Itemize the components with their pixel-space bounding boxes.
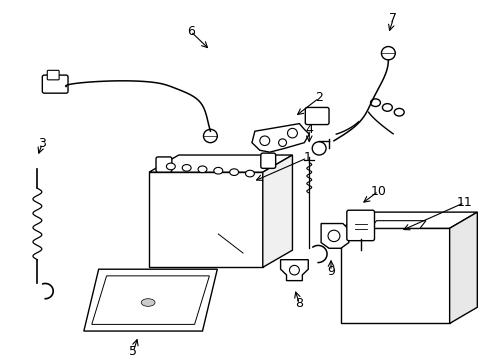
Polygon shape — [340, 228, 449, 323]
Text: 9: 9 — [326, 265, 334, 278]
Text: 1: 1 — [303, 151, 310, 165]
Ellipse shape — [198, 166, 206, 173]
FancyBboxPatch shape — [305, 107, 328, 125]
FancyBboxPatch shape — [42, 75, 68, 93]
Ellipse shape — [370, 99, 380, 107]
Text: 10: 10 — [370, 185, 386, 198]
Text: 7: 7 — [388, 13, 396, 26]
Polygon shape — [340, 212, 476, 228]
Text: 4: 4 — [305, 123, 312, 136]
Ellipse shape — [393, 108, 404, 116]
Text: 3: 3 — [38, 137, 46, 150]
FancyBboxPatch shape — [156, 157, 171, 172]
Text: 6: 6 — [186, 25, 194, 38]
Polygon shape — [149, 155, 292, 172]
FancyBboxPatch shape — [260, 153, 275, 168]
Ellipse shape — [229, 169, 238, 175]
Polygon shape — [262, 155, 292, 267]
Polygon shape — [149, 172, 262, 267]
Text: 11: 11 — [456, 196, 471, 209]
Polygon shape — [321, 224, 348, 248]
Polygon shape — [280, 260, 307, 281]
FancyBboxPatch shape — [346, 210, 374, 241]
Ellipse shape — [141, 299, 155, 306]
Polygon shape — [251, 123, 308, 152]
Ellipse shape — [166, 163, 175, 170]
Ellipse shape — [245, 170, 254, 177]
Polygon shape — [370, 221, 425, 228]
Text: 5: 5 — [129, 346, 137, 359]
Ellipse shape — [213, 167, 223, 174]
Ellipse shape — [382, 104, 391, 111]
FancyBboxPatch shape — [47, 70, 59, 80]
Polygon shape — [449, 212, 476, 323]
Polygon shape — [83, 269, 217, 331]
Text: 2: 2 — [315, 91, 323, 104]
Ellipse shape — [182, 165, 191, 171]
Text: 8: 8 — [295, 297, 303, 310]
